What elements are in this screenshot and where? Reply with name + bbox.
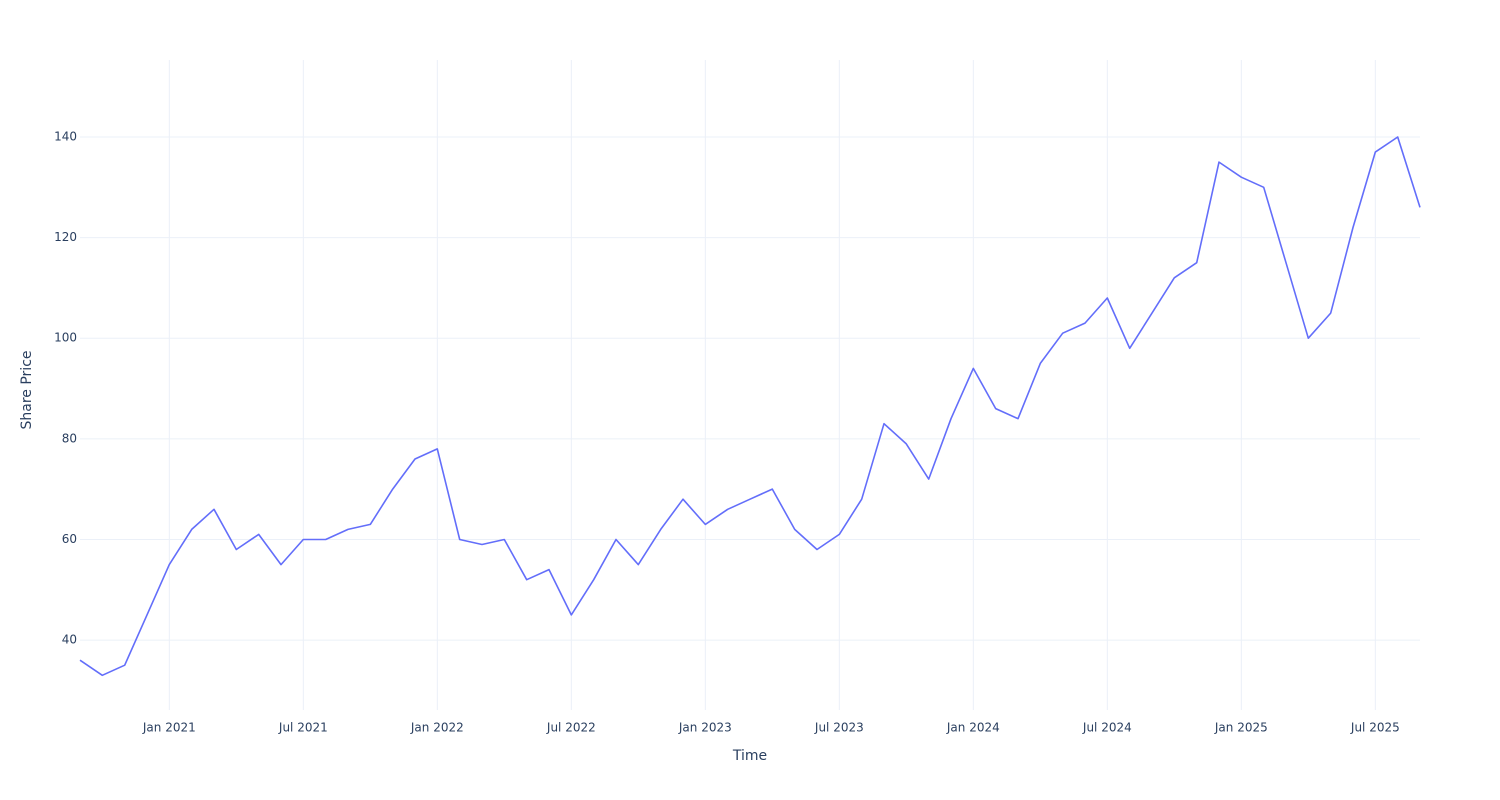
y-tick-label: 140 [54,129,77,143]
x-tick-label: Jul 2024 [1082,721,1132,735]
y-tick-label: 120 [54,230,77,244]
x-tick-label: Jan 2023 [678,721,732,735]
x-tick-label: Jan 2025 [1214,721,1268,735]
x-tick-label: Jan 2022 [410,721,464,735]
y-tick-label: 60 [62,532,77,546]
y-tick-label: 80 [62,431,77,445]
x-tick-label: Jul 2025 [1350,721,1400,735]
y-tick-label: 100 [54,331,77,345]
x-axis-title: Time [732,748,767,764]
y-axis-title: Share Price [19,350,35,429]
x-tick-label: Jul 2022 [546,721,596,735]
x-tick-label: Jul 2021 [278,721,328,735]
x-tick-label: Jan 2021 [142,721,196,735]
y-tick-label: 40 [62,633,77,647]
x-tick-label: Jan 2024 [946,721,1000,735]
x-tick-label: Jul 2023 [814,721,864,735]
price-line [79,136,1421,677]
